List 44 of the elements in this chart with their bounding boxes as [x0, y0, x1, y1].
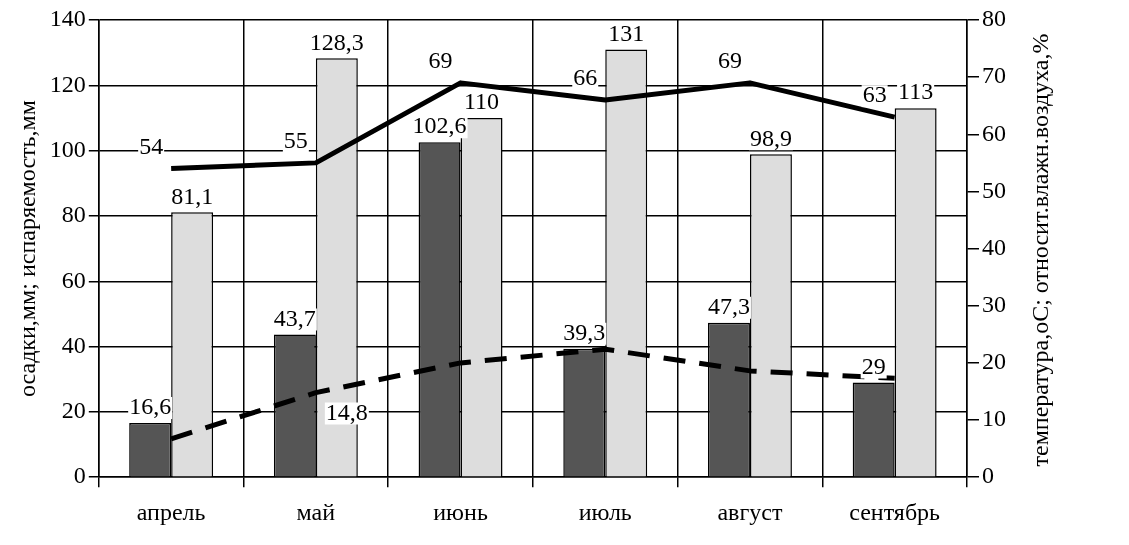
data-label: 131 [608, 19, 645, 46]
data-label: 63 [862, 81, 887, 108]
y-tick-label: 140 [49, 5, 86, 32]
data-label: 69 [717, 47, 742, 74]
y2-axis-title: температура,оС; относит.влажн.воздуха,% [1026, 32, 1054, 469]
x-tick-label: август [717, 498, 783, 525]
data-label: 110 [463, 88, 500, 115]
y2-tick-label: 80 [982, 5, 1006, 32]
data-label: 54 [139, 132, 164, 159]
y-tick-label: 80 [61, 201, 86, 228]
data-label: 55 [283, 127, 308, 154]
data-label: 14,8 [325, 398, 368, 425]
y-tick-label: 100 [49, 135, 86, 162]
x-tick-label: май [296, 498, 336, 525]
data-label: 29 [861, 352, 886, 379]
y-tick-label: 60 [61, 266, 86, 293]
y2-tick-label: 40 [982, 233, 1006, 260]
y2-tick-label: 30 [982, 291, 1006, 318]
x-tick-label: июль [578, 498, 632, 525]
data-label: 81,1 [171, 182, 214, 209]
data-label: 43,7 [273, 304, 316, 331]
y-tick-label: 40 [61, 331, 86, 358]
y-axis-title: осадки,мм; испаряемость,мм [13, 100, 40, 398]
y-tick-label: 120 [49, 70, 86, 97]
y-tick-label: 20 [61, 397, 86, 424]
data-label: 69 [428, 47, 453, 74]
data-label: 102,6 [412, 112, 467, 139]
data-label: 16,6 [129, 393, 172, 420]
x-tick-label: июнь [433, 498, 488, 525]
data-label: 47,3 [707, 293, 750, 320]
data-label: 39,3 [563, 319, 606, 346]
x-tick-label: апрель [136, 498, 206, 525]
y2-tick-label: 0 [982, 462, 994, 489]
x-tick-label: сентябрь [849, 498, 941, 525]
data-label: 113 [898, 78, 934, 105]
data-label: 128,3 [309, 28, 364, 55]
y2-tick-label: 50 [982, 176, 1006, 203]
y2-tick-label: 20 [982, 348, 1006, 375]
data-label: 98,9 [749, 124, 792, 151]
y2-tick-label: 70 [982, 62, 1006, 89]
data-label: 66 [573, 64, 598, 91]
y2-tick-label: 10 [982, 405, 1006, 432]
y2-tick-label: 60 [982, 119, 1006, 146]
y-tick-label: 0 [73, 462, 86, 489]
